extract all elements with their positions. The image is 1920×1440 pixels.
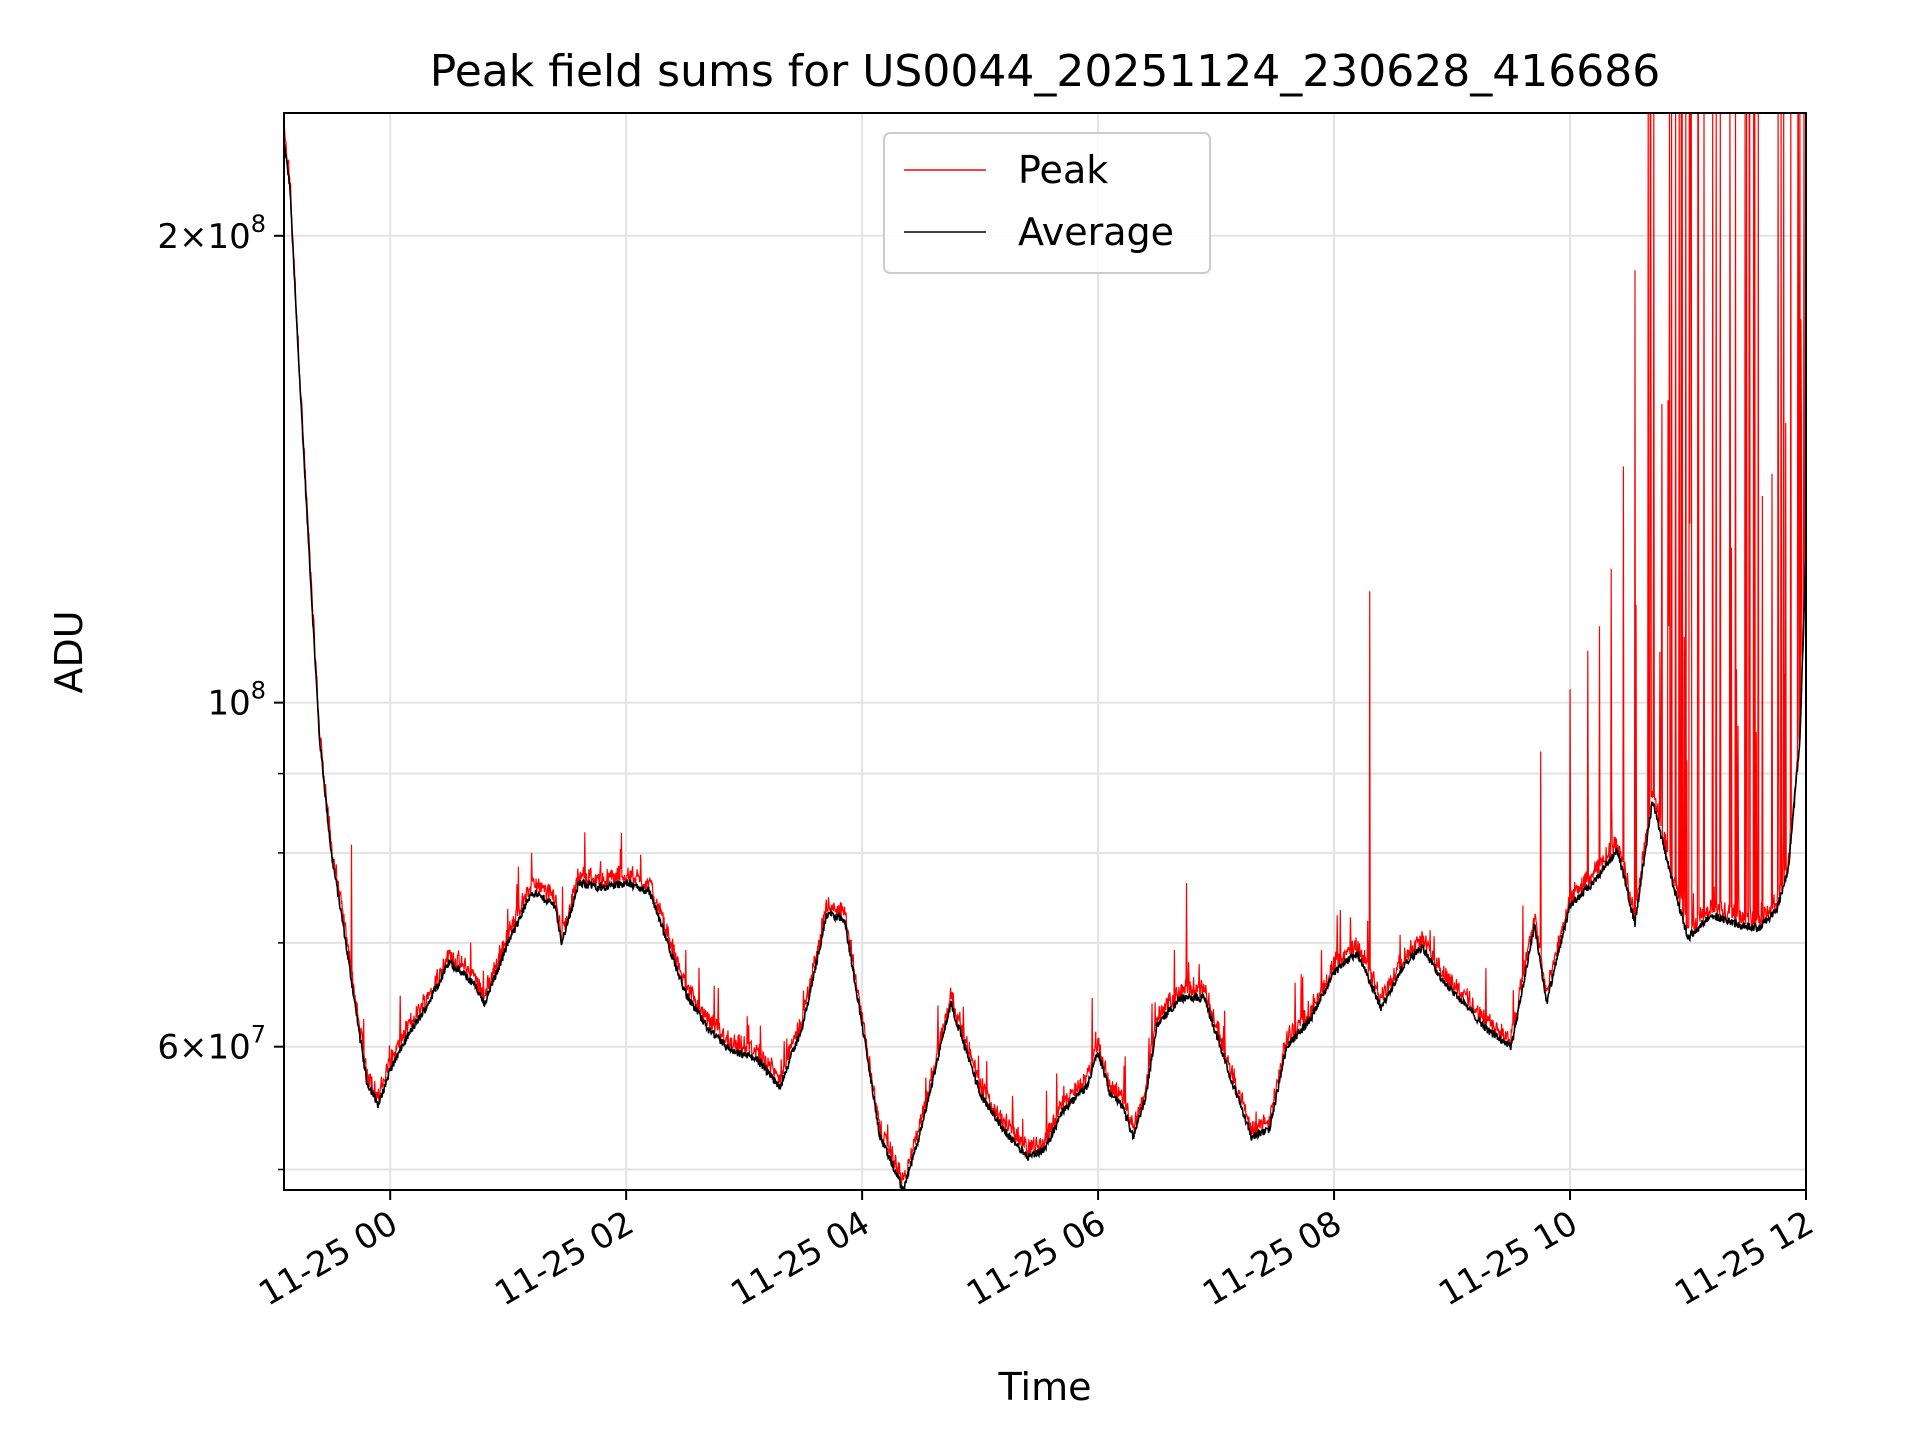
grid <box>284 113 1806 1190</box>
plot-frame <box>283 112 1807 1191</box>
y-tick-label: 6×107 <box>157 1021 266 1068</box>
plot-series <box>284 113 1806 1190</box>
chart-title: Peak field sums for US0044_20251124_2306… <box>430 46 1660 97</box>
x-axis-label: Time <box>998 1365 1092 1409</box>
y-tick-label: 2×108 <box>157 210 266 257</box>
legend-peak-label: Peak <box>1018 148 1108 192</box>
y-axis: 2×108 108 6×107 <box>157 210 284 1171</box>
legend-box <box>883 132 1211 274</box>
peak-series-line <box>284 113 1806 1189</box>
y-tick-label: 108 <box>207 677 266 724</box>
y-axis-label: ADU <box>47 610 91 693</box>
legend: Peak Average <box>883 132 1211 274</box>
legend-average-label: Average <box>1018 210 1174 254</box>
average-series-line <box>284 140 1806 1190</box>
